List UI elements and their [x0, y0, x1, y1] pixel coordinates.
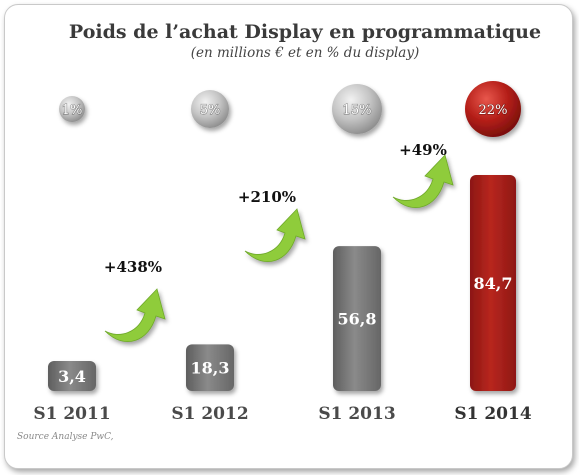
- bar-s1-2014: [470, 175, 516, 391]
- growth-label: +49%: [399, 141, 447, 159]
- category-label: S1 2014: [454, 404, 532, 424]
- category-label: S1 2012: [171, 404, 248, 424]
- growth-arrow: [244, 208, 306, 262]
- growth-label: +210%: [238, 188, 296, 206]
- share-label: 22%: [479, 103, 508, 118]
- share-bubble: [191, 90, 229, 128]
- share-bubble: [465, 81, 521, 137]
- chart-frame: Poids de l’achat Display en programmatiq…: [4, 4, 573, 469]
- chart-marks: 3,4 S1 2011 1% 18,3 S1 2012 5% 56,8 S1 2013 15% 8…: [33, 81, 532, 424]
- bar-s1-2012: [186, 344, 234, 391]
- growth-arrow: [104, 288, 166, 342]
- share-bubble: [59, 96, 85, 122]
- growth-label: +438%: [104, 258, 162, 276]
- share-label: 15%: [343, 103, 372, 118]
- chart-subtitle: (en millions € et en % du display): [191, 45, 419, 61]
- bar-value-label: 84,7: [474, 274, 513, 293]
- share-bubble: [332, 84, 382, 134]
- bar-value-label: 3,4: [58, 367, 86, 386]
- bar-value-label: 56,8: [338, 310, 377, 329]
- share-label: 5%: [200, 103, 221, 118]
- share-label: 1%: [62, 103, 83, 118]
- source-note: Source Analyse PwC,: [17, 432, 114, 442]
- category-label: S1 2013: [318, 404, 395, 424]
- bar-s1-2013: [333, 246, 381, 391]
- chart-title: Poids de l’achat Display en programmatiq…: [69, 21, 541, 43]
- bar-value-label: 18,3: [191, 359, 230, 378]
- bar-s1-2011: [48, 361, 96, 391]
- programmatic-display-chart: Poids de l’achat Display en programmatiq…: [17, 21, 541, 442]
- growth-arrow: [392, 154, 454, 208]
- category-label: S1 2011: [33, 404, 110, 424]
